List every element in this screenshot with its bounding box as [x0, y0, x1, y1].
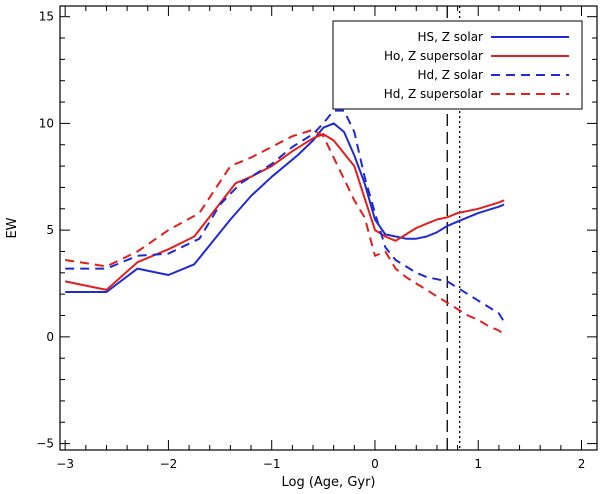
y-axis-label: EW [5, 217, 20, 238]
y-tick-label: 10 [39, 116, 54, 130]
y-tick-label: −5 [36, 437, 54, 451]
x-tick-label: −3 [56, 457, 74, 471]
series-line-2 [64, 133, 505, 291]
legend-label: Hd, Z solar [417, 68, 483, 82]
x-tick-label: 0 [371, 457, 379, 471]
x-axis-label: Log (Age, Gyr) [281, 475, 375, 490]
series-line-4 [65, 128, 505, 336]
series-line-1 [65, 122, 505, 293]
axis-labels: Log (Age, Gyr) EW [5, 217, 376, 490]
series-lines [64, 109, 505, 336]
legend: HS, Z solar Ho, Z supersolar Hd, Z solar Hd… [332, 20, 583, 110]
y-tick-label: 0 [46, 330, 54, 344]
legend-label: Ho, Z supersolar [384, 49, 483, 63]
y-tick-label: 15 [39, 10, 54, 24]
legend-label: Hd, Z supersolar [384, 87, 483, 101]
x-tick-label: −2 [160, 457, 178, 471]
x-tick-label: 2 [578, 457, 586, 471]
legend-label: HS, Z solar [417, 30, 483, 44]
y-tick-label: 5 [46, 223, 54, 237]
axes: −3 −2 −1 0 1 2 −5 0 5 10 15 [36, 5, 598, 471]
x-tick-label: −1 [263, 457, 281, 471]
x-tick-label: 1 [474, 457, 482, 471]
plot-frame [59, 5, 598, 451]
series-line-3 [65, 109, 505, 323]
